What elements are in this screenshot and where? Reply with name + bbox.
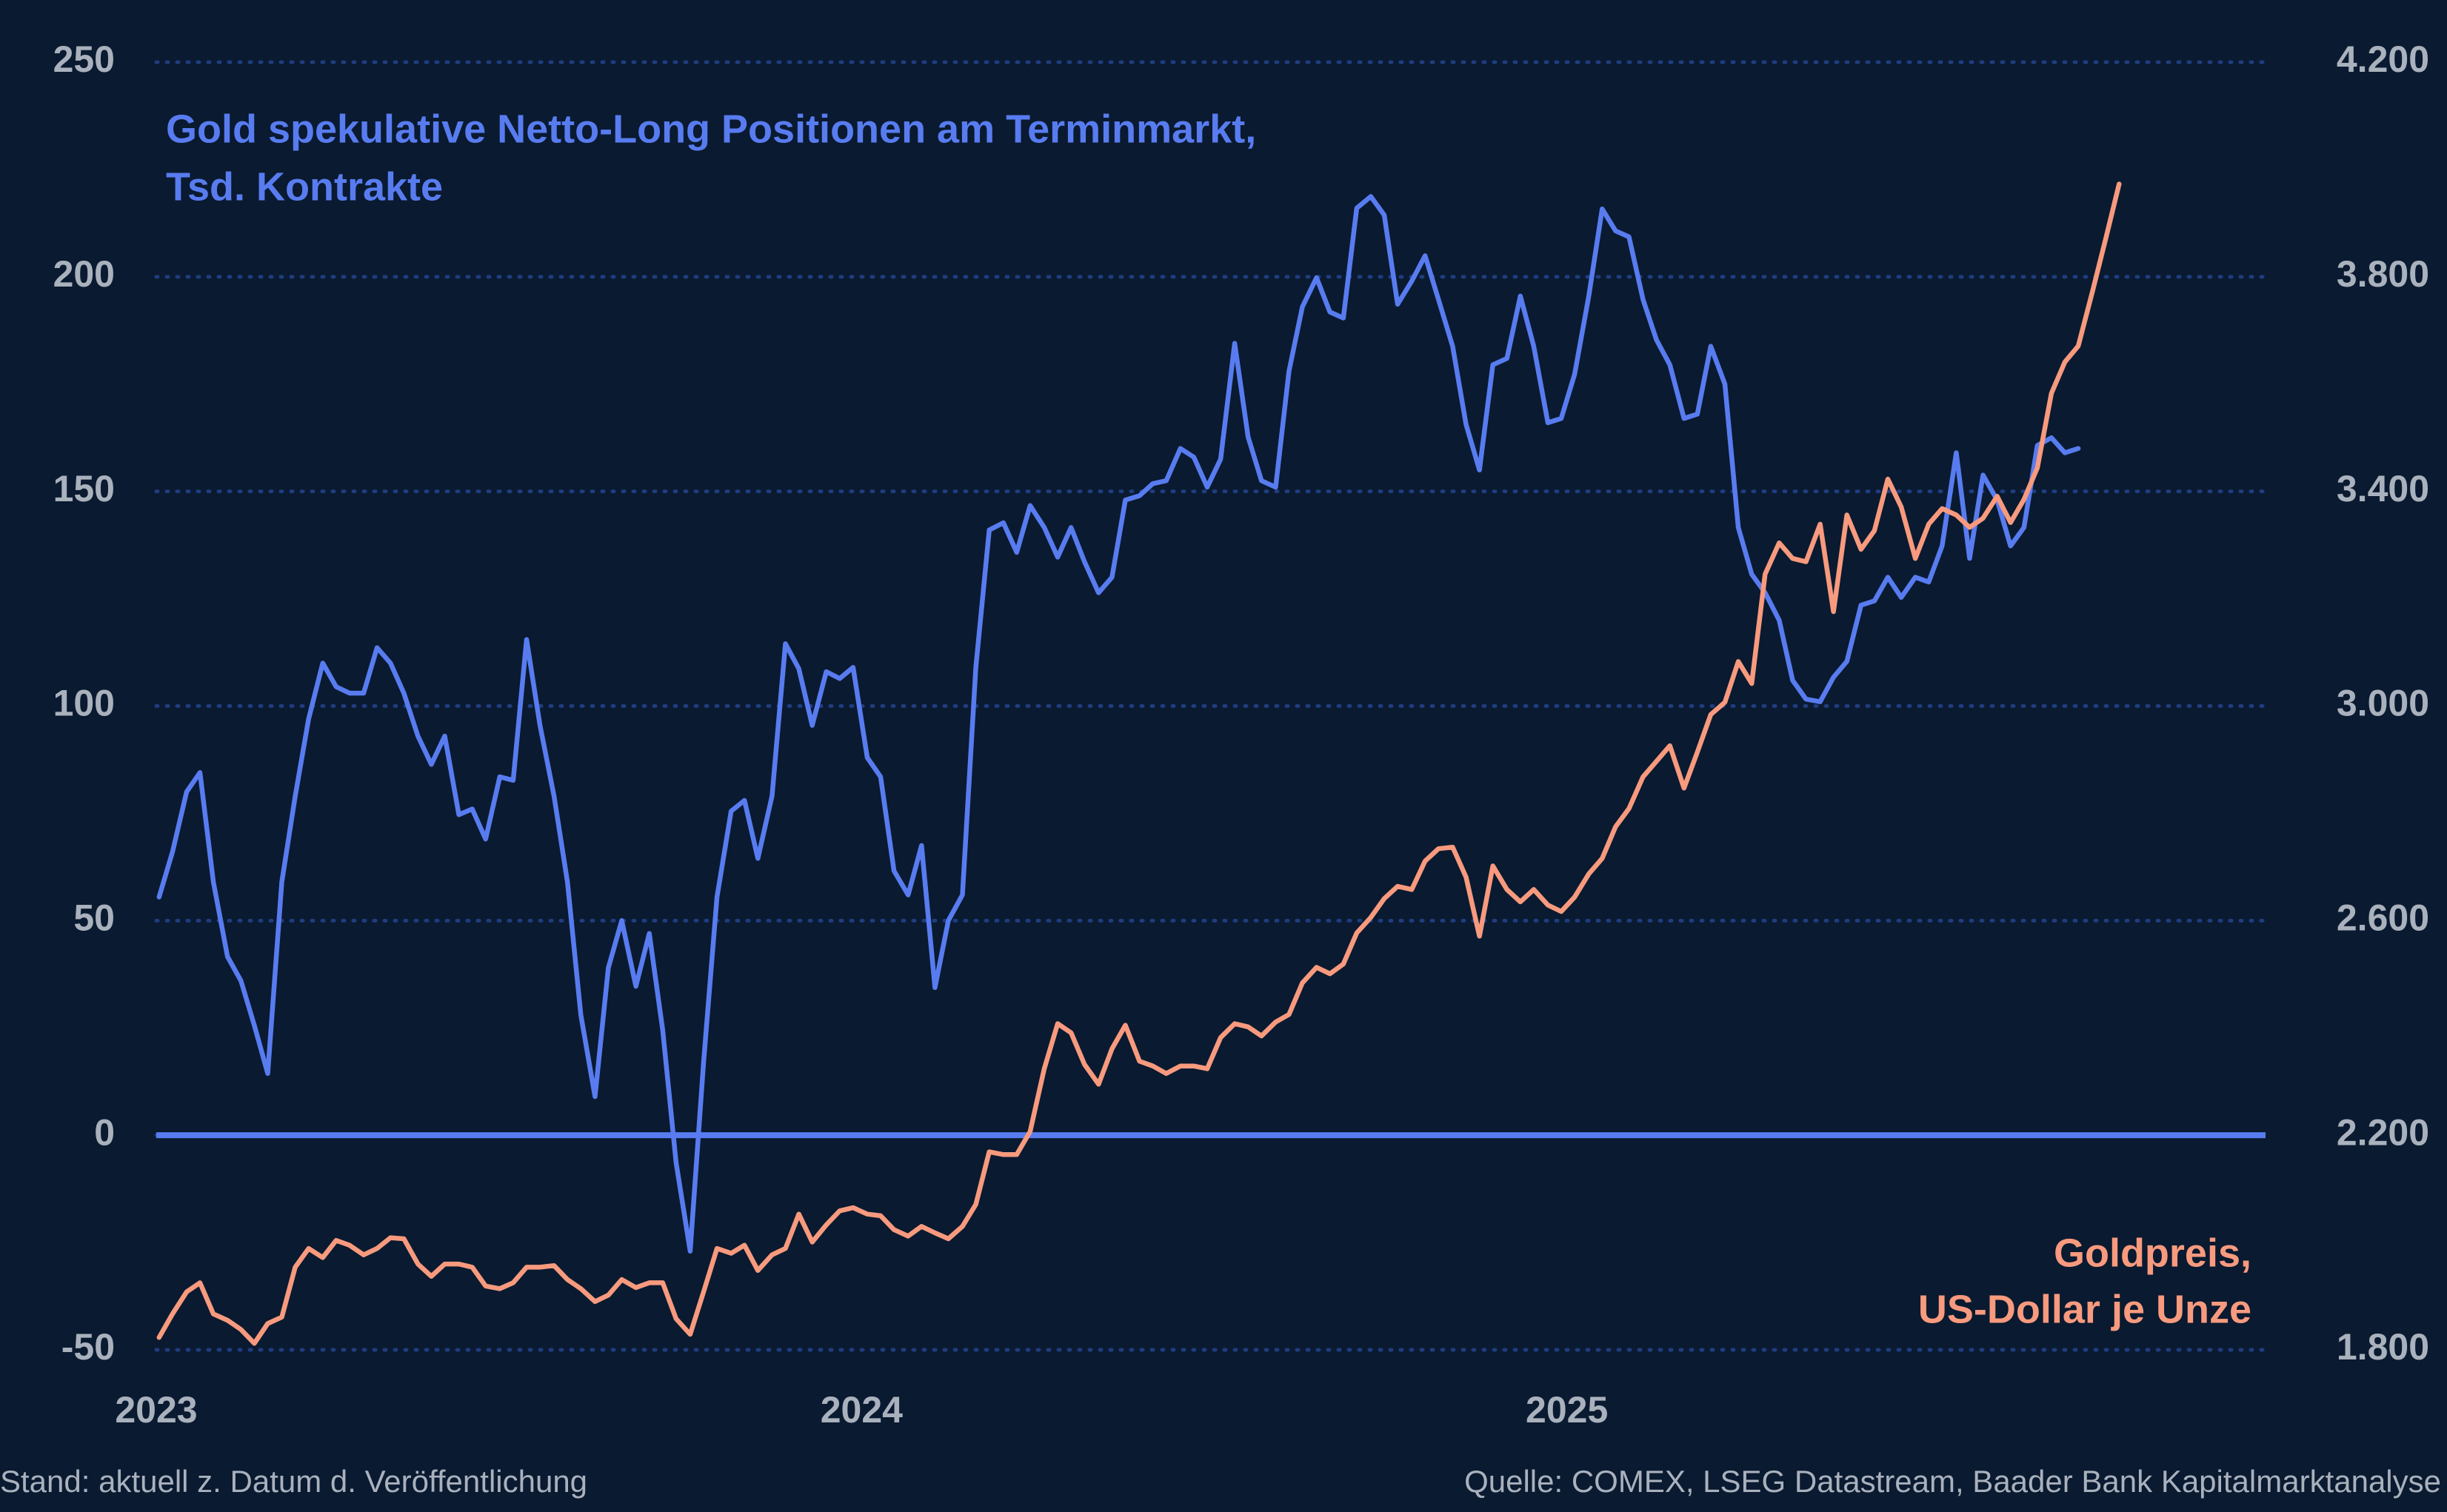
x-tick-label: 2024	[821, 1389, 903, 1431]
y-tick-label: 50	[73, 897, 115, 939]
x-tick-label: 2025	[1526, 1389, 1608, 1431]
source: Quelle: COMEX, LSEG Datastream, Baader B…	[1464, 1464, 2441, 1499]
y2-tick-label: 3.400	[2337, 468, 2429, 509]
left-axis-label: Gold spekulative Netto-Long Positionen a…	[166, 107, 1256, 151]
y2-tick-label: 3.800	[2337, 253, 2429, 295]
y2-tick-label: 1.800	[2337, 1326, 2429, 1368]
y-tick-label: 0	[94, 1111, 115, 1153]
y2-tick-label: 4.200	[2337, 39, 2429, 80]
right-axis-label: Goldpreis,	[2054, 1231, 2251, 1275]
y-tick-label: 250	[53, 39, 115, 80]
y-tick-label: 150	[53, 468, 115, 509]
series-line	[156, 181, 2122, 1346]
y-tick-label: 100	[53, 683, 115, 724]
y-tick-label: -50	[61, 1326, 115, 1368]
footnote: Stand: aktuell z. Datum d. Veröffentlich…	[0, 1464, 587, 1499]
y2-tick-label: 3.000	[2337, 683, 2429, 724]
left-axis-label: Tsd. Kontrakte	[166, 164, 443, 209]
series-line	[156, 194, 2081, 1254]
x-tick-label: 2023	[115, 1389, 197, 1431]
right-axis-label: US-Dollar je Unze	[1918, 1287, 2251, 1331]
y2-tick-label: 2.600	[2337, 897, 2429, 939]
y2-tick-label: 2.200	[2337, 1111, 2429, 1153]
y-tick-label: 200	[53, 253, 115, 295]
